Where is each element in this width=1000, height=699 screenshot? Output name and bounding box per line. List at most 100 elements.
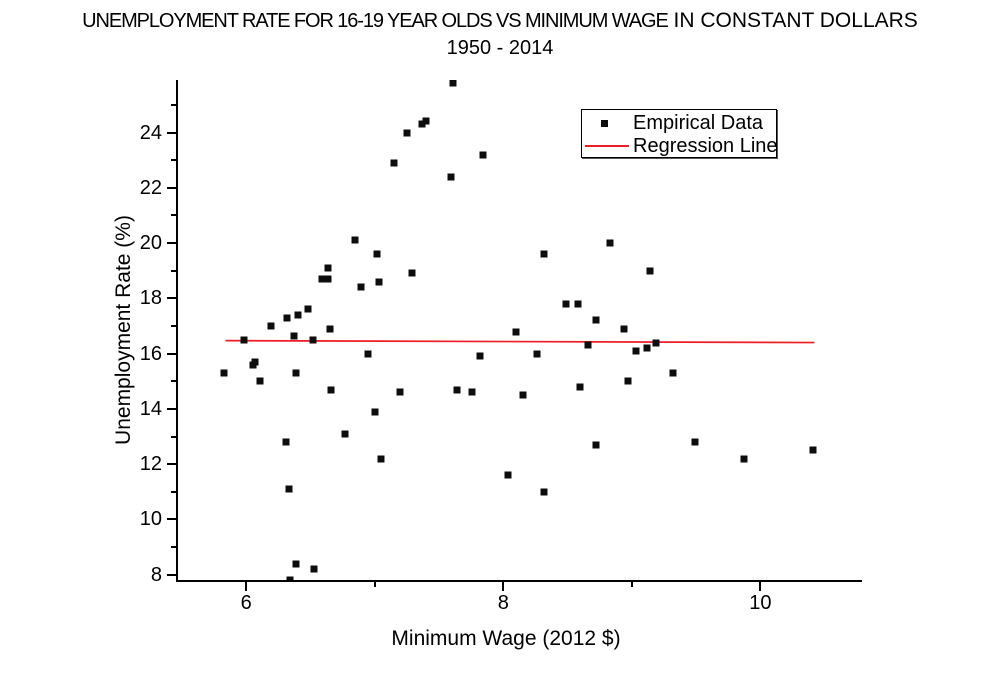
data-point — [533, 350, 541, 358]
data-point — [540, 250, 548, 258]
data-point — [292, 560, 300, 568]
regression-line — [225, 339, 815, 344]
data-point — [396, 388, 404, 396]
data-point — [375, 278, 383, 286]
red-line-icon — [585, 145, 629, 147]
data-point — [294, 311, 302, 319]
data-point — [652, 339, 660, 347]
data-point — [327, 386, 335, 394]
x-minor-tick — [630, 582, 633, 587]
data-point — [251, 358, 259, 366]
data-point — [364, 350, 372, 358]
data-point — [476, 352, 484, 360]
y-minor-tick — [171, 214, 176, 217]
data-point — [283, 314, 291, 322]
x-tick-label: 6 — [240, 592, 252, 614]
y-minor-tick — [171, 103, 176, 106]
data-point — [504, 471, 512, 479]
y-minor-tick — [171, 490, 176, 493]
y-axis-title: Unemployment Rate (%) — [112, 215, 135, 445]
data-point — [449, 80, 457, 87]
data-point — [584, 341, 592, 349]
legend: Empirical Data Regression Line — [581, 109, 778, 158]
y-tick-label: 24 — [139, 121, 162, 144]
data-point — [326, 325, 334, 333]
data-point — [422, 117, 430, 125]
data-point — [468, 388, 476, 396]
data-point — [740, 455, 748, 463]
data-point — [632, 347, 640, 355]
data-point — [290, 332, 298, 340]
chart-title: UNEMPLOYMENT RATE FOR 16-19 YEAR OLDS VS… — [0, 9, 1000, 33]
y-tick-label: 14 — [139, 397, 162, 420]
black-square-marker-icon — [601, 120, 608, 127]
data-point — [403, 129, 411, 136]
data-point — [373, 250, 381, 258]
data-point — [562, 300, 570, 308]
data-point — [540, 488, 548, 496]
legend-label: Regression Line — [633, 135, 778, 157]
data-point — [267, 322, 275, 330]
y-tick-label: 16 — [139, 342, 162, 365]
y-major-tick — [167, 352, 176, 355]
data-point — [318, 275, 326, 283]
data-point — [324, 275, 332, 283]
data-point — [447, 173, 455, 181]
x-tick-label: 10 — [749, 592, 772, 614]
x-major-tick — [245, 582, 248, 591]
y-major-tick — [167, 242, 176, 245]
y-tick-label: 20 — [139, 232, 162, 255]
chart-subtitle: 1950 - 2014 — [446, 37, 554, 59]
data-point — [620, 325, 628, 333]
y-major-tick — [167, 573, 176, 576]
data-point — [809, 446, 817, 454]
x-minor-tick — [373, 582, 376, 587]
data-point — [282, 438, 290, 446]
data-point — [256, 377, 264, 385]
y-minor-tick — [171, 380, 176, 383]
data-point — [646, 267, 654, 275]
x-major-tick — [502, 582, 505, 591]
data-point — [304, 305, 312, 313]
legend-item-regression-line: Regression Line — [582, 134, 778, 158]
y-minor-tick — [171, 435, 176, 438]
data-point — [310, 565, 318, 573]
y-major-tick — [167, 297, 176, 300]
data-point — [519, 391, 527, 399]
data-point — [240, 336, 248, 344]
data-point — [371, 408, 379, 416]
legend-label: Empirical Data — [633, 112, 764, 134]
data-point — [357, 283, 365, 291]
data-point — [592, 316, 600, 324]
data-point — [592, 441, 600, 449]
data-point — [576, 383, 584, 391]
data-point — [286, 576, 294, 580]
data-point — [309, 336, 317, 344]
x-axis-title: Minimum Wage (2012 $) — [391, 627, 621, 650]
y-tick-label: 8 — [150, 563, 162, 586]
x-major-tick — [759, 582, 762, 591]
x-tick-label: 8 — [497, 592, 509, 614]
y-minor-tick — [171, 269, 176, 272]
data-point — [390, 159, 398, 167]
data-point — [324, 264, 332, 272]
data-point — [479, 151, 487, 159]
data-point — [453, 386, 461, 394]
chart-title-condensed: UNEMPLOYMENT RATE FOR 16-19 YEAR OLDS VS… — [82, 10, 669, 32]
legend-item-empirical-data: Empirical Data — [582, 111, 776, 135]
data-point — [292, 369, 300, 377]
data-point — [418, 120, 426, 128]
y-tick-label: 22 — [139, 176, 162, 199]
y-major-tick — [167, 518, 176, 521]
data-point — [669, 369, 677, 377]
plot-frame — [176, 80, 862, 582]
plot-area — [178, 80, 862, 580]
data-point — [624, 377, 632, 385]
data-point — [606, 239, 614, 247]
y-tick-label: 18 — [139, 287, 162, 310]
data-point — [691, 438, 699, 446]
data-point — [643, 344, 651, 352]
data-point — [351, 236, 359, 244]
data-point — [341, 430, 349, 438]
